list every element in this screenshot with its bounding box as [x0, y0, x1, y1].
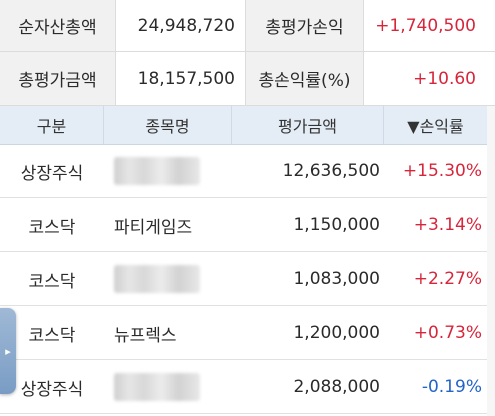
row-return-rate: +3.14% — [413, 215, 482, 235]
row-type: 코스닥 — [28, 217, 76, 238]
row-type: 상장주식 — [20, 379, 84, 400]
total-return-value: +10.60 — [413, 68, 476, 89]
row-stock-name — [114, 145, 232, 197]
row-amount: 2,088,000 — [293, 377, 380, 397]
summary-row: 순자산총액 24,948,720 총평가손익 +1,740,500 — [0, 0, 495, 52]
row-return-rate: -0.19% — [421, 377, 482, 397]
row-stock-name: 뉴프렉스 — [114, 325, 177, 346]
row-stock-name: 파티게임즈 — [114, 217, 193, 238]
table-row[interactable]: 코스닥 파티게임즈 1,150,000 +3.14% — [0, 199, 495, 252]
column-header-amount[interactable]: 평가금액 — [232, 106, 384, 144]
holdings-table-header: 구분 종목명 평가금액 ▼손익률 — [0, 106, 495, 145]
summary-row: 총평가금액 18,157,500 총손익률(%) +10.60 — [0, 52, 495, 106]
total-pnl-label: 총평가손익 — [246, 0, 364, 51]
table-row[interactable]: 코스닥 뉴프렉스 1,200,000 +0.73% — [0, 307, 495, 360]
row-amount: 1,200,000 — [293, 323, 380, 343]
row-type: 상장주식 — [20, 163, 84, 184]
redacted-name — [114, 157, 200, 185]
side-drawer-handle[interactable]: ▸ — [0, 308, 16, 394]
column-header-type[interactable]: 구분 — [0, 106, 104, 144]
chevron-right-icon: ▸ — [5, 344, 11, 358]
table-row[interactable]: 코스닥 1,083,000 +2.27% — [0, 253, 495, 306]
total-pnl-value: +1,740,500 — [375, 15, 476, 36]
table-row[interactable]: 상장주식 12,636,500 +15.30% — [0, 145, 495, 198]
redacted-name — [114, 373, 200, 401]
row-type: 코스닥 — [28, 325, 76, 346]
total-valuation-value: 18,157,500 — [116, 52, 246, 105]
total-valuation-label: 총평가금액 — [0, 52, 116, 105]
net-assets-label: 순자산총액 — [0, 0, 116, 51]
total-return-label: 총손익률(%) — [246, 52, 364, 105]
row-stock-name — [114, 253, 232, 305]
row-return-rate: +15.30% — [402, 161, 482, 181]
row-stock-name — [114, 361, 232, 413]
net-assets-value: 24,948,720 — [116, 0, 246, 51]
row-amount: 12,636,500 — [282, 161, 380, 181]
row-amount: 1,083,000 — [293, 269, 380, 289]
column-header-name[interactable]: 종목명 — [104, 106, 232, 144]
row-type: 코스닥 — [28, 271, 76, 292]
row-return-rate: +2.27% — [413, 269, 482, 289]
row-return-rate: +0.73% — [413, 323, 482, 343]
table-row[interactable]: 상장주식 2,088,000 -0.19% — [0, 361, 495, 414]
row-amount: 1,150,000 — [293, 215, 380, 235]
scrollbar[interactable] — [487, 106, 495, 416]
column-header-rate-sort[interactable]: ▼손익률 — [407, 117, 464, 136]
redacted-name — [114, 265, 200, 293]
